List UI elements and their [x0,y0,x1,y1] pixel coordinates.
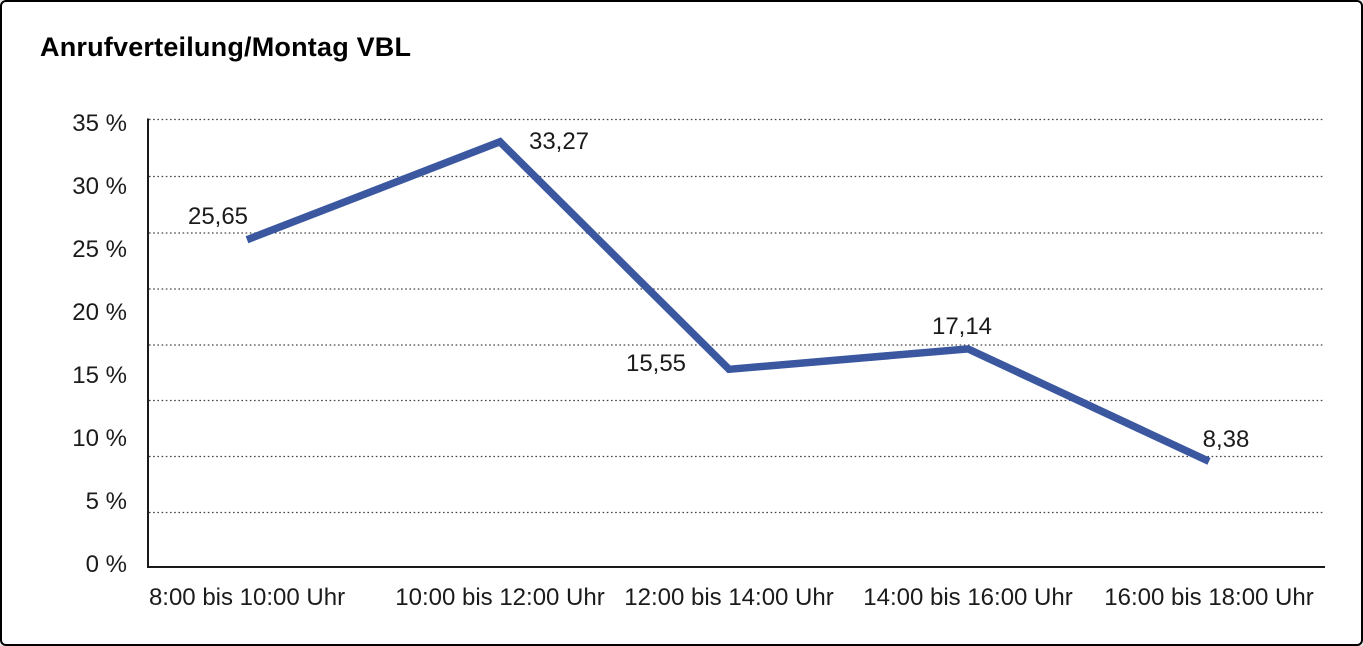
x-axis-category-label: 14:00 bis 16:00 Uhr [863,584,1073,611]
y-axis-tick-label: 0 % [85,551,127,578]
y-axis-tick-label: 5 % [85,488,127,515]
y-axis-tick-label: 25 % [72,236,127,263]
x-axis-category-label: 10:00 bis 12:00 Uhr [395,584,605,611]
x-axis-category-label: 8:00 bis 10:00 Uhr [148,584,346,611]
data-point-label: 8,38 [1202,426,1250,453]
y-axis-tick-label: 35 % [72,110,127,137]
data-point-label: 17,14 [931,313,993,340]
chart-title: Anrufverteilung/Montag VBL [40,32,412,62]
x-axis-category-label: 12:00 bis 14:00 Uhr [624,584,834,611]
data-point-label: 15,55 [625,350,687,377]
data-point-label: 33,27 [528,128,590,155]
data-series-line [245,137,1211,465]
x-axis-category-label: 16:00 bis 18:00 Uhr [1104,584,1314,611]
y-axis-tick-label: 10 % [72,425,127,452]
y-axis-tick-label: 30 % [72,173,127,200]
data-point-label: 25,65 [187,203,249,230]
y-axis-tick-label: 20 % [72,299,127,326]
y-axis-tick-label: 15 % [72,362,127,389]
